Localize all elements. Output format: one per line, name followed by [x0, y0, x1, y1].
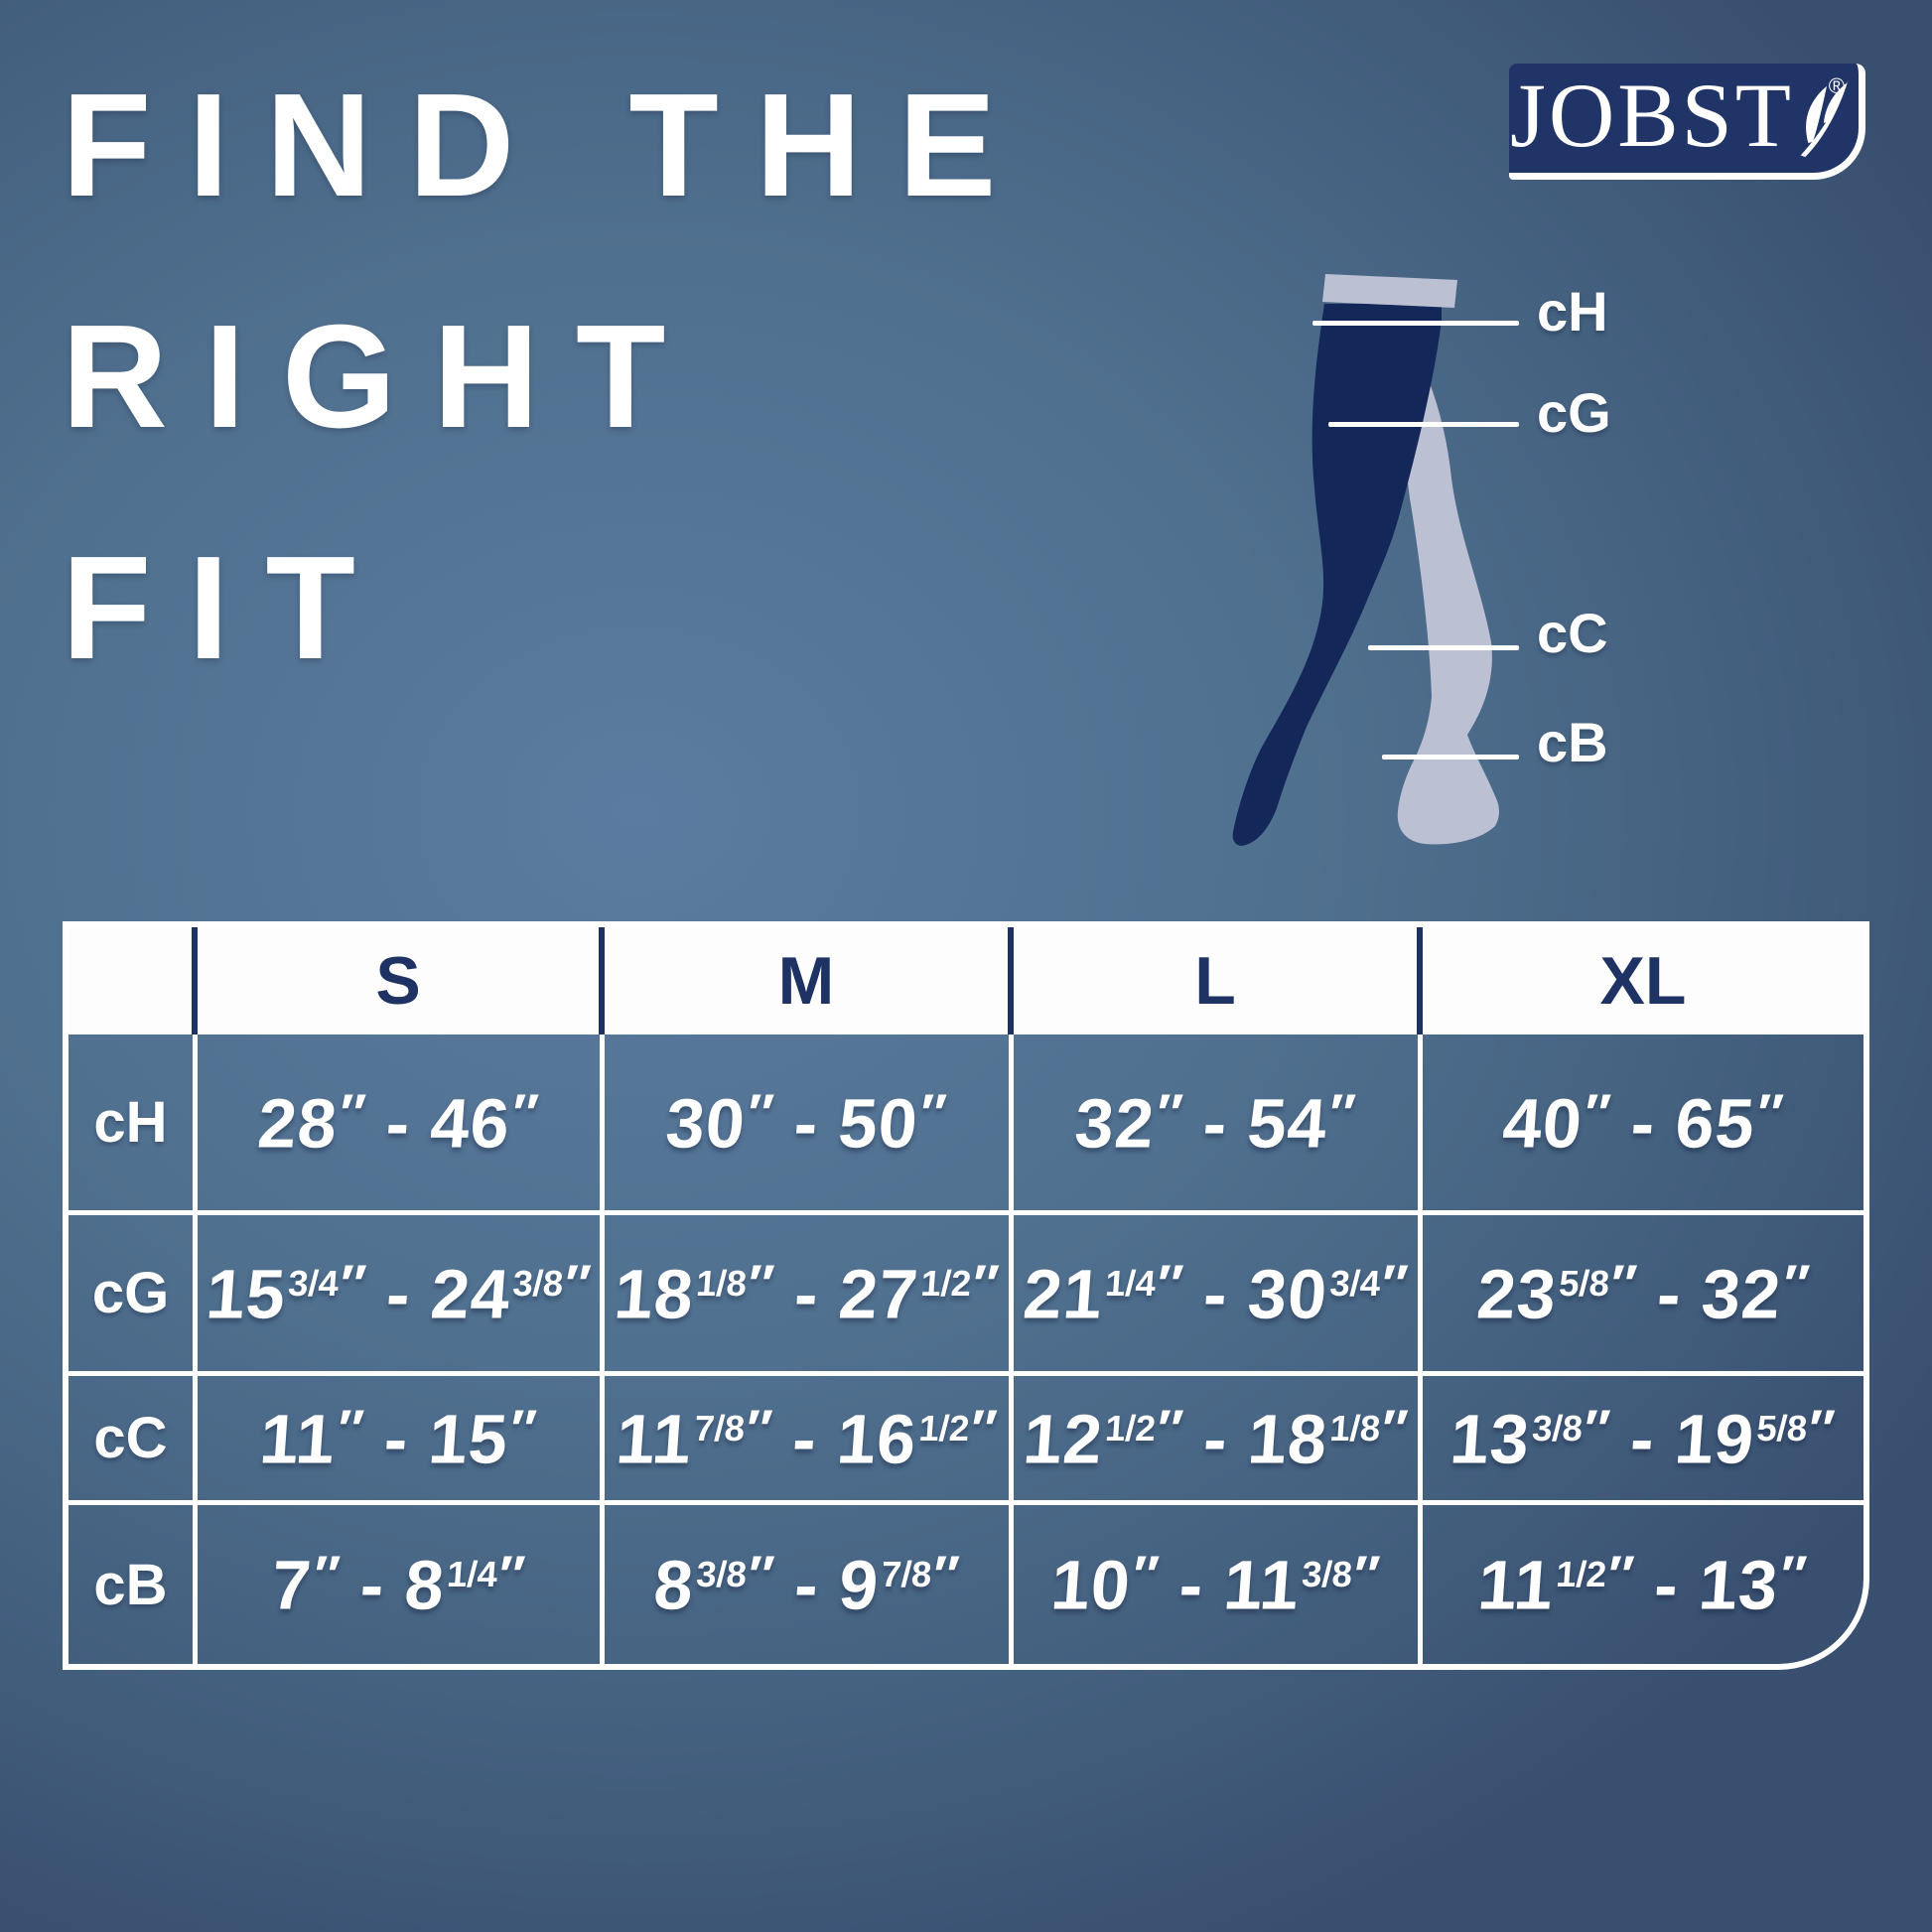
size-column-header-S: S	[198, 927, 605, 1035]
title-line-1: FIND THE	[62, 64, 1034, 227]
cell-cH-M: 30″ - 50″	[605, 1035, 1014, 1215]
cell-cH-XL: 40″ - 65″	[1423, 1035, 1863, 1215]
title-line-3: FIT	[62, 526, 392, 690]
jobst-logo: JOBST ®	[1509, 64, 1865, 180]
cell-cG-L: 211/4″ - 303/4″	[1014, 1215, 1423, 1376]
row-label-cB: cB	[69, 1505, 198, 1664]
brand-wordmark: JOBST	[1510, 65, 1794, 166]
cell-cB-S: 7″ - 81/4″	[198, 1505, 605, 1664]
cell-cB-XL: 111/2″ - 13″	[1475, 1545, 1811, 1624]
measure-line-cH	[1312, 321, 1519, 326]
cell-cB-L: 10″ - 113/8″	[1014, 1505, 1423, 1664]
stocking-band-icon	[1322, 274, 1457, 308]
cell-cG-M: 181/8″ - 271/2″	[605, 1215, 1014, 1376]
size-table: S M L XL cH 28″ - 46″ 30″ - 50″ 32″ - 54″ 40″ - …	[63, 921, 1869, 1670]
cell-cC-M: 117/8″ - 161/2″	[605, 1376, 1014, 1505]
size-column-header-L: L	[1014, 927, 1423, 1035]
cell-cB-M: 83/8″ - 97/8″	[605, 1505, 1014, 1664]
leg-measurement-diagram	[1231, 260, 1668, 876]
size-column-header-M: M	[605, 927, 1014, 1035]
measure-label-cG: cG	[1537, 381, 1611, 444]
size-table-grid: S M L XL cH 28″ - 46″ 30″ - 50″ 32″ - 54″ 40″ - …	[69, 927, 1863, 1664]
measure-label-cH: cH	[1537, 280, 1608, 343]
cell-cH-S: 28″ - 46″	[198, 1035, 605, 1215]
cell-cC-S: 11″ - 15″	[198, 1376, 605, 1505]
measure-line-cC	[1368, 645, 1519, 650]
measure-line-cB	[1382, 755, 1519, 759]
cell-cC-L: 121/2″ - 181/8″	[1014, 1376, 1423, 1505]
front-leg-stocking-icon	[1232, 304, 1442, 846]
page-title: FIND THE RIGHT FIT	[62, 30, 1033, 724]
title-line-2: RIGHT	[62, 295, 703, 459]
cell-cG-XL: 235/8″ - 32″	[1423, 1215, 1863, 1376]
cell-cG-S: 153/4″ - 243/8″	[198, 1215, 605, 1376]
measure-label-cB: cB	[1537, 711, 1608, 773]
cell-cC-XL: 133/8″ - 195/8″	[1423, 1376, 1863, 1505]
registered-trademark: ®	[1828, 73, 1845, 98]
row-label-cC: cC	[69, 1376, 198, 1505]
table-corner-cell	[69, 927, 198, 1035]
measure-label-cC: cC	[1537, 602, 1608, 664]
measure-line-cG	[1328, 422, 1519, 427]
row-label-cG: cG	[69, 1215, 198, 1376]
size-column-header-XL: XL	[1423, 927, 1863, 1035]
row-label-cH: cH	[69, 1035, 198, 1215]
cell-cH-L: 32″ - 54″	[1014, 1035, 1423, 1215]
leaf-icon	[1800, 79, 1849, 158]
